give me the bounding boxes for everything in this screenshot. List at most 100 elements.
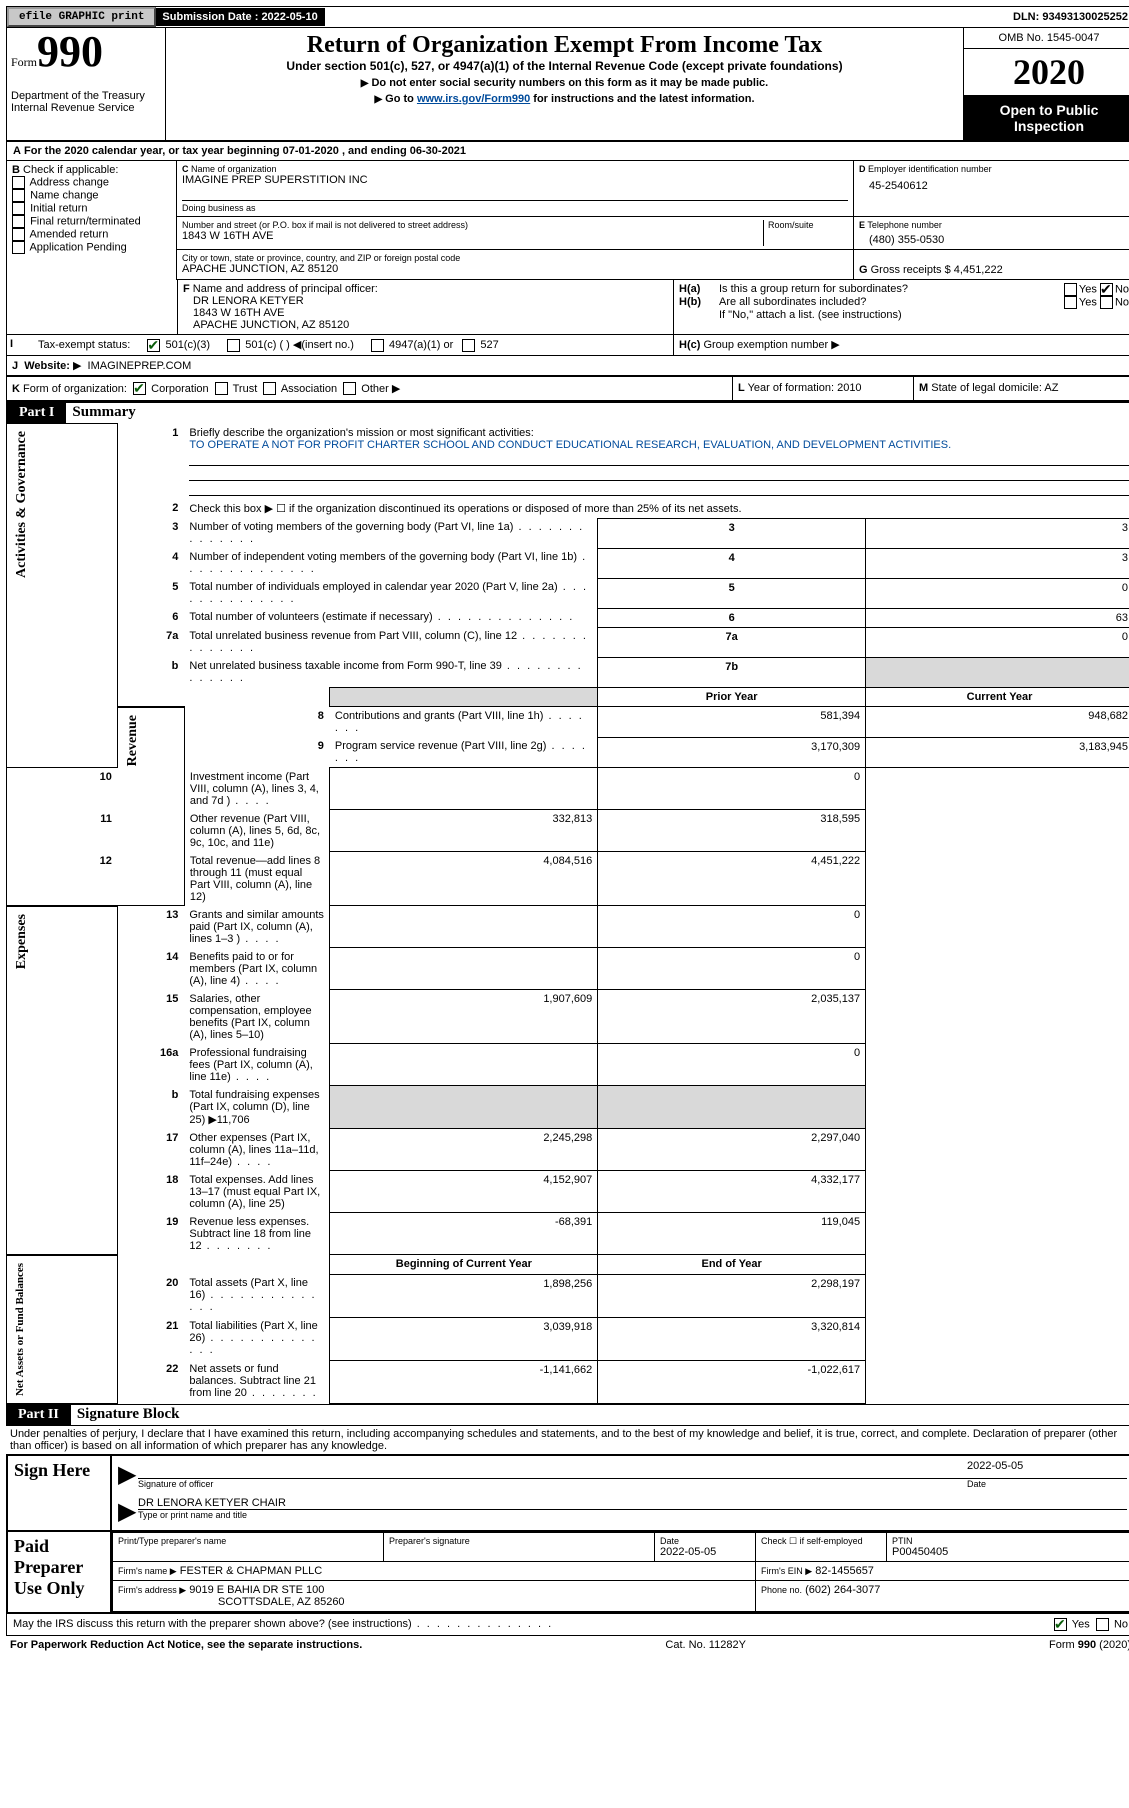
gov-row: 7aTotal unrelated business revenue from … bbox=[7, 627, 1129, 657]
tax-year: 2020 bbox=[964, 49, 1129, 96]
phone-value: (480) 355-0530 bbox=[859, 230, 1129, 246]
tax-exempt-label: Tax-exempt status: bbox=[38, 339, 130, 351]
city-value: APACHE JUNCTION, AZ 85120 bbox=[182, 263, 848, 275]
firm-phone-label: Phone no. bbox=[761, 1585, 802, 1595]
state-domicile-label: State of legal domicile: bbox=[931, 382, 1042, 394]
initial-return-check[interactable] bbox=[12, 202, 25, 215]
officer-addr1: 1843 W 16TH AVE bbox=[183, 307, 668, 319]
trust-check[interactable] bbox=[215, 382, 228, 395]
pt-check: Check ☐ if self-employed bbox=[761, 1536, 881, 1547]
final-return-check[interactable] bbox=[12, 215, 25, 228]
room-label: Room/suite bbox=[768, 220, 848, 230]
gross-receipts-value: 4,451,222 bbox=[954, 264, 1003, 276]
firm-addr1: 9019 E BAHIA DR STE 100 bbox=[189, 1584, 324, 1596]
firm-ein-label: Firm's EIN ▶ bbox=[761, 1566, 812, 1576]
name-change-check[interactable] bbox=[12, 189, 25, 202]
part1: Part ISummary Activities & Governance 1 … bbox=[6, 403, 1129, 1405]
net-row: 20Total assets (Part X, line 16)1,898,25… bbox=[7, 1274, 1129, 1317]
typed-name: DR LENORA KETYER CHAIR bbox=[138, 1497, 1127, 1510]
vert-expenses: Expenses bbox=[12, 910, 32, 973]
line2: Check this box ▶ ☐ if the organization d… bbox=[184, 499, 1129, 519]
street-label: Number and street (or P.O. box if mail i… bbox=[182, 220, 763, 230]
officer-name: DR LENORA KETYER bbox=[183, 295, 668, 307]
line16b: Total fundraising expenses (Part IX, col… bbox=[184, 1086, 330, 1129]
exp-row: 14Benefits paid to or for members (Part … bbox=[7, 948, 1129, 990]
preparer-table: Print/Type preparer's name Preparer's si… bbox=[112, 1532, 1129, 1612]
form-number: 990 bbox=[37, 27, 103, 76]
net-row: 22Net assets or fund balances. Subtract … bbox=[7, 1360, 1129, 1403]
address-change-check[interactable] bbox=[12, 176, 25, 189]
501c-check[interactable] bbox=[227, 339, 240, 352]
phone-label: Telephone number bbox=[867, 220, 942, 230]
4947-check[interactable] bbox=[371, 339, 384, 352]
firm-addr2: SCOTTSDALE, AZ 85260 bbox=[118, 1596, 345, 1608]
hb-no-check[interactable] bbox=[1100, 296, 1113, 309]
tax-year-line: For the 2020 calendar year, or tax year … bbox=[24, 145, 466, 157]
signature-table: Sign Here ▶ Signature of officer 2022-05… bbox=[6, 1454, 1129, 1614]
efile-print-button[interactable]: efile GRAPHIC print bbox=[7, 7, 156, 27]
discuss-no-check[interactable] bbox=[1096, 1618, 1109, 1631]
gross-receipts-label: Gross receipts $ bbox=[871, 264, 951, 276]
501c3-check[interactable] bbox=[147, 339, 160, 352]
pt-sig-label: Preparer's signature bbox=[389, 1536, 649, 1546]
instruction-2b: for instructions and the latest informat… bbox=[530, 93, 754, 105]
hc-label: Group exemption number bbox=[703, 339, 839, 351]
submission-date: Submission Date : 2022-05-10 bbox=[156, 8, 324, 26]
part2-title: Signature Block bbox=[71, 1406, 180, 1422]
dba-label: Doing business as bbox=[182, 200, 848, 213]
footer: For Paperwork Reduction Act Notice, see … bbox=[6, 1636, 1129, 1654]
pt-name-label: Print/Type preparer's name bbox=[118, 1536, 378, 1546]
firm-ein: 82-1455657 bbox=[815, 1565, 874, 1577]
cat-number: Cat. No. 11282Y bbox=[665, 1639, 746, 1651]
officer-addr2: APACHE JUNCTION, AZ 85120 bbox=[183, 319, 668, 331]
irs-label: Internal Revenue Service bbox=[11, 102, 161, 114]
city-label: City or town, state or province, country… bbox=[182, 253, 848, 263]
other-check[interactable] bbox=[343, 382, 356, 395]
mission-text: TO OPERATE A NOT FOR PROFIT CHARTER SCHO… bbox=[189, 439, 951, 451]
vert-governance: Activities & Governance bbox=[12, 427, 32, 582]
exp-row: 16aProfessional fundraising fees (Part I… bbox=[7, 1044, 1129, 1086]
gov-row: bNet unrelated business taxable income f… bbox=[7, 657, 1129, 688]
gov-row: 5Total number of individuals employed in… bbox=[7, 578, 1129, 608]
corp-check[interactable] bbox=[133, 382, 146, 395]
instruction-1: Do not enter social security numbers on … bbox=[371, 77, 768, 89]
ptin-label: PTIN bbox=[892, 1536, 1127, 1546]
org-name: IMAGINE PREP SUPERSTITION INC bbox=[182, 174, 848, 186]
pra-notice: For Paperwork Reduction Act Notice, see … bbox=[10, 1639, 362, 1651]
ha-label: Is this a group return for subordinates? bbox=[719, 283, 908, 295]
hb-label: Are all subordinates included? bbox=[719, 296, 866, 308]
officer-label: Name and address of principal officer: bbox=[193, 283, 378, 295]
form990-link[interactable]: www.irs.gov/Form990 bbox=[417, 93, 530, 105]
hdr-beginning: Beginning of Current Year bbox=[330, 1255, 598, 1274]
application-pending-check[interactable] bbox=[12, 241, 25, 254]
vert-net-assets: Net Assets or Fund Balances bbox=[12, 1259, 28, 1400]
hb-yes-check[interactable] bbox=[1064, 296, 1077, 309]
ha-yes-check[interactable] bbox=[1064, 283, 1077, 296]
exp-row: 17Other expenses (Part IX, column (A), l… bbox=[7, 1129, 1129, 1171]
net-row: 21Total liabilities (Part X, line 26)3,0… bbox=[7, 1317, 1129, 1360]
pt-date: 2022-05-05 bbox=[660, 1546, 750, 1558]
amended-return-check[interactable] bbox=[12, 228, 25, 241]
sig-date-label: Date bbox=[967, 1479, 1127, 1489]
527-check[interactable] bbox=[462, 339, 475, 352]
instruction-2a: Go to bbox=[385, 93, 417, 105]
form-title: Return of Organization Exempt From Incom… bbox=[170, 32, 959, 59]
ein-value: 45-2540612 bbox=[859, 174, 1129, 192]
hdr-current-year: Current Year bbox=[866, 688, 1129, 707]
website-value: IMAGINEPREP.COM bbox=[88, 360, 192, 372]
year-formation-value: 2010 bbox=[837, 382, 861, 394]
exp-row: 15Salaries, other compensation, employee… bbox=[7, 990, 1129, 1044]
firm-name-label: Firm's name ▶ bbox=[118, 1566, 177, 1576]
summary-table: Activities & Governance 1 Briefly descri… bbox=[7, 423, 1129, 1404]
vert-revenue: Revenue bbox=[123, 711, 143, 770]
check-applicable-label: Check if applicable: bbox=[23, 164, 118, 176]
form-org-label: Form of organization: bbox=[23, 383, 127, 395]
perjury-text: Under penalties of perjury, I declare th… bbox=[6, 1425, 1129, 1454]
discuss-yes-check[interactable] bbox=[1054, 1618, 1067, 1631]
assoc-check[interactable] bbox=[263, 382, 276, 395]
discuss-label: May the IRS discuss this return with the… bbox=[13, 1618, 1054, 1631]
state-domicile-value: AZ bbox=[1044, 382, 1058, 394]
ha-no-check[interactable] bbox=[1100, 283, 1113, 296]
part2: Part IISignature Block Under penalties o… bbox=[6, 1405, 1129, 1636]
exp-row: 18Total expenses. Add lines 13–17 (must … bbox=[7, 1171, 1129, 1213]
